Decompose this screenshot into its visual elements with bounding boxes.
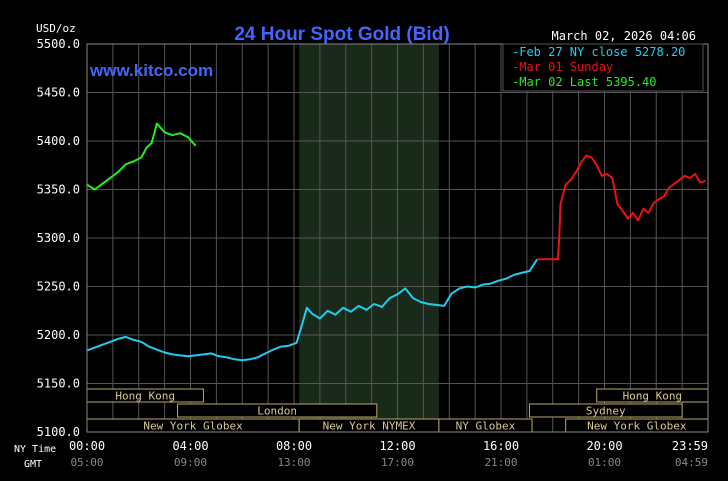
x-tick-label-ny: 23:59 xyxy=(672,439,708,453)
plot-frame xyxy=(86,43,709,433)
x-tick-label-gmt: 13:00 xyxy=(277,456,310,469)
x-axis-label-ny: NY Time xyxy=(14,444,56,455)
session-box xyxy=(528,403,683,418)
y-axis-label: USD/oz xyxy=(36,22,76,35)
y-tick-label: 5250.0 xyxy=(37,280,80,294)
y-tick-label: 5200.0 xyxy=(37,328,80,342)
y-tick-label: 5150.0 xyxy=(37,377,80,391)
session-label: New York NYMEX xyxy=(323,420,416,433)
x-tick-label-ny: 20:00 xyxy=(586,439,622,453)
session-label: NY Globex xyxy=(456,420,516,433)
x-tick-label-ny: 04:00 xyxy=(172,439,208,453)
grid xyxy=(86,43,709,433)
x-tick-label-ny: 12:00 xyxy=(379,439,415,453)
trading-sessions: Hong Kong Hong Kong London Sydney New York G… xyxy=(86,388,709,433)
legend-box xyxy=(502,43,704,92)
series-lines xyxy=(86,122,706,362)
session-label: London xyxy=(257,405,297,418)
x-tick-label-gmt: 01:00 xyxy=(588,456,621,469)
session-band: Sydney xyxy=(528,403,683,418)
x-tick-label-ny: 00:00 xyxy=(69,439,105,453)
x-tick-label-gmt: 05:00 xyxy=(70,456,103,469)
y-tick-label: 5450.0 xyxy=(37,86,80,100)
session-label: Hong Kong xyxy=(115,390,175,403)
session-label: Sydney xyxy=(586,405,626,418)
x-tick-label-ny: 08:00 xyxy=(276,439,312,453)
session-box xyxy=(177,403,378,418)
x-tick-label-gmt: 17:00 xyxy=(381,456,414,469)
session-label: New York Globex xyxy=(587,420,687,433)
session-band: New York Globex xyxy=(565,418,709,433)
chart-title: 24 Hour Spot Gold (Bid) xyxy=(234,24,449,45)
watermark: www.kitco.com xyxy=(89,61,213,80)
session-label: Hong Kong xyxy=(623,390,683,403)
y-tick-label: 5350.0 xyxy=(37,183,80,197)
y-tick-label: 5500.0 xyxy=(37,37,80,51)
session-band: Hong Kong xyxy=(596,388,709,403)
series-line-2 xyxy=(86,122,197,191)
x-tick-label-ny: 16:00 xyxy=(483,439,519,453)
x-tick-label-gmt: 04:59 xyxy=(675,456,708,469)
series-line-0 xyxy=(86,258,539,362)
x-axis-label-gmt: GMT xyxy=(24,459,42,470)
y-tick-label: 5400.0 xyxy=(37,134,80,148)
session-band: London xyxy=(177,403,378,418)
legend-entry: -Mar 02 Last 5395.40 xyxy=(512,75,657,89)
session-band: NY Globex xyxy=(438,418,533,433)
session-band: Hong Kong xyxy=(86,388,204,403)
session-label: New York Globex xyxy=(143,420,243,433)
timestamp: March 02, 2026 04:06 xyxy=(552,29,697,43)
axes: 5500.0 5450.0 5400.0 5350.0 5300.0 5250.0 5200… xyxy=(37,37,709,469)
legend: -Feb 27 NY close 5278.20 -Mar 01 Sunday … xyxy=(502,43,704,92)
series-line-1 xyxy=(537,154,706,261)
session-band: New York Globex xyxy=(86,418,300,433)
legend-entry: -Feb 27 NY close 5278.20 xyxy=(512,45,685,59)
legend-entry: -Mar 01 Sunday xyxy=(512,60,613,74)
x-tick-label-gmt: 09:00 xyxy=(174,456,207,469)
x-tick-label-gmt: 21:00 xyxy=(484,456,517,469)
y-tick-label: 5100.0 xyxy=(37,425,80,439)
y-tick-label: 5300.0 xyxy=(37,231,80,245)
session-band: New York NYMEX xyxy=(298,418,440,433)
